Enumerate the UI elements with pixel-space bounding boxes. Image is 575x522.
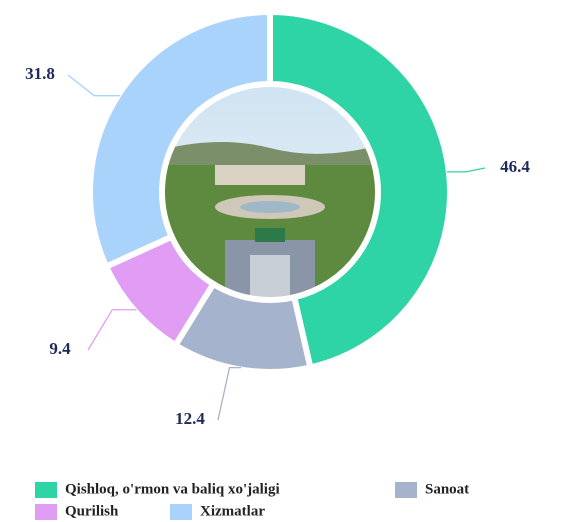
legend-swatch [35,482,57,498]
legend-swatch [170,504,192,520]
slice [87,8,273,271]
data-label: 9.4 [49,339,71,358]
legend-swatch [35,504,57,520]
legend-label: Xizmatlar [200,503,265,519]
data-label: 31.8 [25,64,55,83]
leader-line [446,167,486,173]
slices [87,8,453,375]
data-label: 12.4 [175,409,205,428]
legend-swatch [395,482,417,498]
slice [267,8,453,372]
leader-line [87,309,137,351]
legend-label: Sanoat [425,481,469,497]
legend-label: Qurilish [65,503,119,519]
leader-line [217,366,242,421]
data-label: 46.4 [500,157,530,176]
legend-label: Qishloq, o'rmon va baliq xo'jaligi [65,481,280,497]
leader-line [67,74,121,97]
